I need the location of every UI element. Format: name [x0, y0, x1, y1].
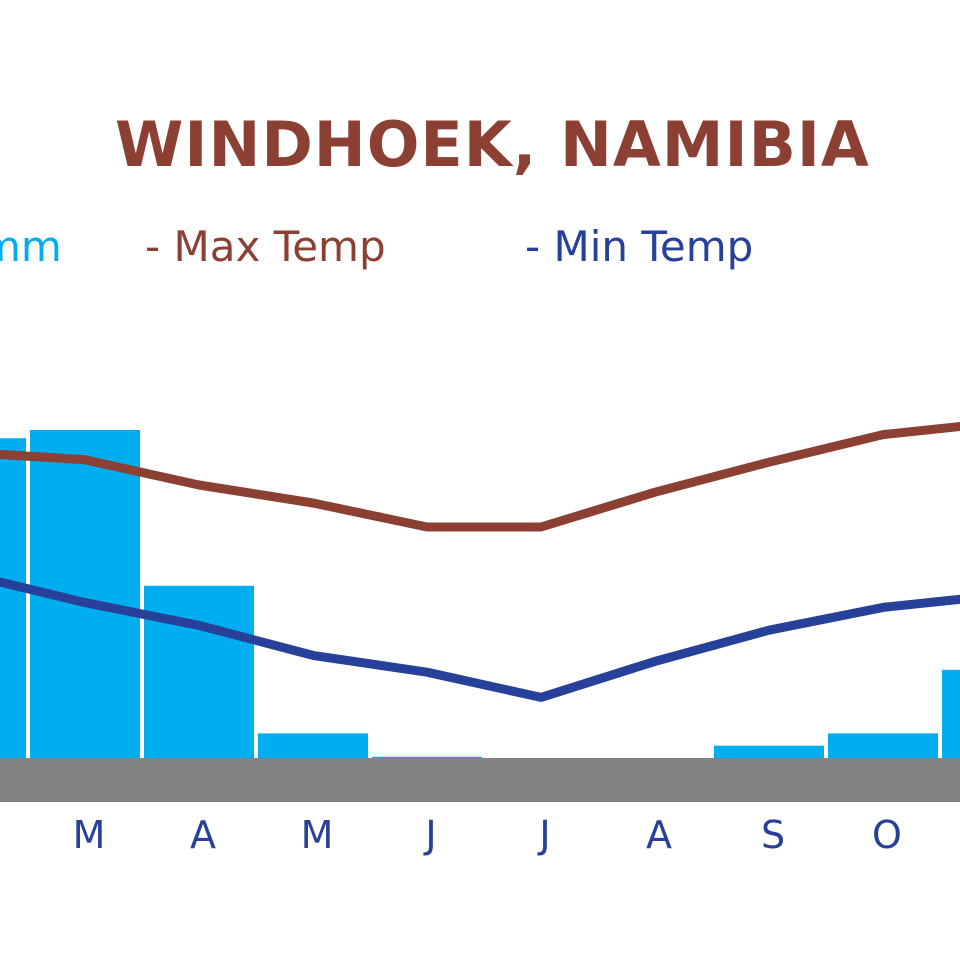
month-label-2: A — [190, 813, 216, 857]
month-label-5: J — [537, 813, 550, 857]
legend-rainfall: mm — [0, 222, 62, 271]
max-temp-line — [0, 421, 960, 532]
axis-band — [0, 758, 960, 802]
month-label-6: A — [646, 813, 672, 857]
legend-max-temp: - Max Temp — [145, 222, 386, 271]
month-label-1: M — [73, 813, 106, 857]
min-temp-line — [0, 577, 960, 702]
rain-bar-A — [144, 585, 254, 758]
month-label-3: M — [301, 813, 334, 857]
legend-min-temp: - Min Temp — [525, 222, 754, 271]
month-label-8: O — [872, 813, 902, 857]
month-label-4: J — [423, 813, 436, 857]
month-label-7: S — [761, 813, 785, 857]
rain-bar-F — [0, 438, 26, 758]
rain-bar-M — [258, 733, 368, 758]
rain-bar-N — [942, 669, 960, 758]
rain-bar-J — [372, 756, 482, 758]
rain-bar-O — [828, 733, 938, 758]
rain-bar-S — [714, 745, 824, 758]
chart-title: WINDHOEK, NAMIBIA — [115, 108, 870, 181]
